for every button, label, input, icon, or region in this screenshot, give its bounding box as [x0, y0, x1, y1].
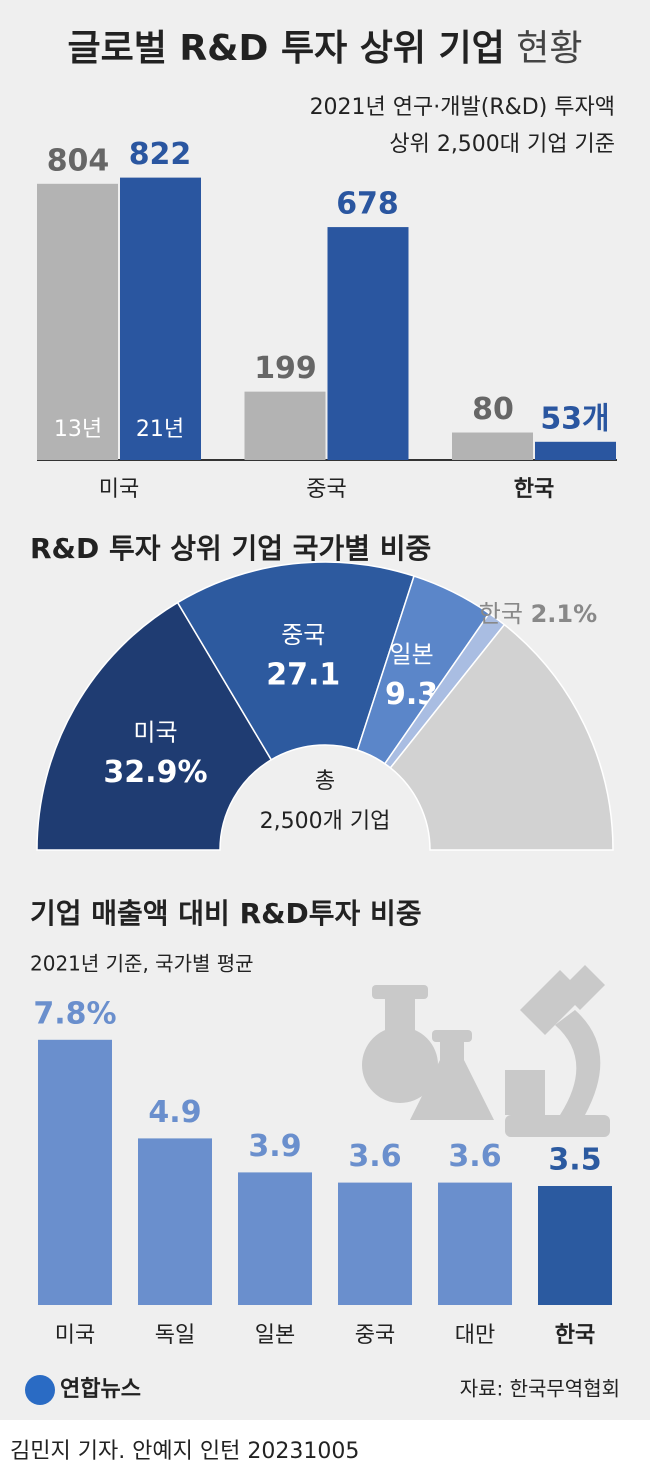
value-label: 822	[129, 137, 192, 172]
value-label: 7.8%	[33, 996, 116, 1031]
bar	[452, 432, 533, 460]
value-label: 4.9	[148, 1095, 201, 1130]
x-tick-label: 중국	[355, 1323, 395, 1348]
value-label: 53개	[540, 401, 609, 436]
x-tick-label: 중국	[306, 477, 346, 502]
slice-label: 한국 2.1%	[479, 600, 597, 628]
bar	[238, 1172, 312, 1305]
x-tick-label: 한국	[514, 477, 554, 502]
x-tick-label: 일본	[255, 1323, 295, 1348]
bar	[538, 1186, 612, 1305]
slice-value: 2.1%	[531, 600, 598, 628]
slice-label: 일본	[390, 640, 434, 668]
slice	[389, 623, 614, 851]
value-label: 3.5	[548, 1143, 601, 1178]
value-label: 80	[472, 392, 514, 427]
bar	[138, 1138, 212, 1305]
legend-label: 21년	[136, 417, 184, 442]
chart-title: 기업 매출액 대비 R&D투자 비중	[30, 897, 422, 930]
slice-value: 27.1	[266, 658, 340, 693]
bar	[438, 1182, 512, 1305]
chart-title: R&D 투자 상위 기업 국가별 비중	[30, 532, 431, 565]
logo-mark	[25, 1375, 55, 1405]
subtitle: 2021년 기준, 국가별 평균	[30, 952, 254, 976]
bar	[338, 1182, 412, 1305]
x-tick-label: 미국	[55, 1323, 95, 1348]
bar	[535, 441, 616, 460]
value-label: 199	[254, 351, 317, 386]
slice-value: 32.9%	[103, 755, 207, 790]
subtitle: 상위 2,500대 기업 기준	[389, 132, 615, 157]
slice	[36, 601, 273, 851]
title-light: 현황	[516, 28, 582, 69]
x-tick-label: 독일	[155, 1323, 195, 1348]
bar	[327, 227, 409, 460]
bar	[38, 1039, 112, 1305]
value-label: 678	[336, 187, 399, 222]
byline-band	[0, 1420, 650, 1483]
x-tick-label: 한국	[555, 1323, 595, 1348]
title-main: 글로벌 R&D 투자 상위 기업	[68, 28, 505, 69]
x-tick-label: 미국	[99, 477, 139, 502]
title: 글로벌 R&D 투자 상위 기업 현황	[68, 28, 583, 69]
value-label: 3.6	[448, 1139, 501, 1174]
center-text: 총	[315, 769, 335, 794]
x-tick-label: 대만	[455, 1323, 495, 1348]
byline: 김민지 기자. 안예지 인턴 20231005	[10, 1439, 359, 1464]
logo: 연합뉴스	[60, 1376, 141, 1402]
bar	[244, 391, 326, 460]
source: 자료: 한국무역협회	[460, 1377, 620, 1401]
slice-label: 미국	[133, 719, 177, 747]
slice	[176, 561, 415, 761]
value-label: 3.9	[248, 1129, 301, 1164]
slice-label: 중국	[281, 621, 325, 649]
bar	[120, 177, 201, 460]
value-label: 3.6	[348, 1139, 401, 1174]
subtitle: 2021년 연구·개발(R&D) 투자액	[310, 95, 615, 120]
legend-label: 13년	[54, 417, 102, 442]
value-label: 804	[47, 143, 110, 178]
slice-name: 한국	[479, 600, 523, 628]
center-text: 2,500개 기업	[260, 809, 391, 834]
bar	[37, 183, 118, 460]
lab-icon	[362, 965, 610, 1137]
